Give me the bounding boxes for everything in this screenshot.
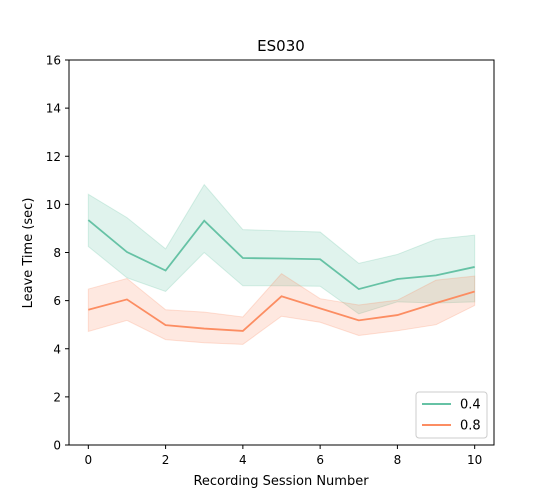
y-tick-label: 14: [46, 102, 61, 116]
y-axis-ticks: 0 2 4 6 8 10 12 14 16: [46, 54, 69, 453]
x-tick-label: 6: [316, 453, 324, 467]
x-tick-label: 10: [467, 453, 482, 467]
y-axis-label: Leave Time (sec): [21, 198, 36, 309]
y-tick-label: 6: [53, 294, 61, 308]
legend-label: 0.8: [460, 419, 481, 434]
x-tick-label: 2: [162, 453, 170, 467]
x-tick-label: 0: [84, 453, 92, 467]
x-axis-ticks: 0 2 4 6 8 10: [84, 445, 482, 467]
legend: 0.40.8: [415, 391, 488, 439]
x-axis-label: Recording Session Number: [193, 474, 369, 489]
legend-label: 0.4: [460, 398, 481, 413]
y-tick-label: 10: [46, 198, 61, 212]
y-tick-label: 8: [53, 246, 61, 260]
y-tick-label: 2: [53, 390, 61, 404]
chart-title: ES030: [257, 37, 305, 55]
y-tick-label: 4: [53, 342, 61, 356]
series-0-band: [87, 183, 476, 315]
y-tick-label: 0: [53, 439, 61, 453]
series-lines: [87, 219, 475, 332]
x-tick-label: 4: [239, 453, 247, 467]
y-tick-label: 16: [46, 54, 61, 68]
x-tick-label: 8: [394, 453, 402, 467]
y-tick-label: 12: [46, 150, 61, 164]
confidence-bands: [87, 183, 476, 345]
